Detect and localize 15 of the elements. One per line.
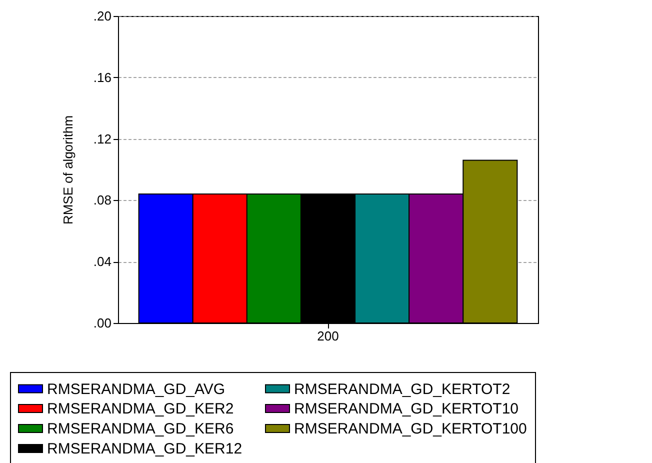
y-tick-label: .08 — [93, 192, 112, 208]
y-tick-label: .04 — [93, 254, 112, 270]
legend-label: RMSERANDMA_GD_AVG — [47, 380, 226, 398]
legend-label: RMSERANDMA_GD_KER12 — [47, 440, 242, 458]
y-tick-label: .20 — [93, 8, 112, 24]
legend-label: RMSERANDMA_GD_KERTOT10 — [294, 400, 519, 418]
x-tick-label: 200 — [317, 328, 339, 344]
y-tick-label: .16 — [93, 70, 112, 85]
legend-label: RMSERANDMA_GD_KERTOT100 — [294, 420, 527, 438]
y-tick-label: .12 — [93, 131, 112, 146]
legend-label: RMSERANDMA_GD_KERTOT2 — [294, 380, 510, 398]
legend-label: RMSERANDMA_GD_KER6 — [47, 420, 234, 438]
legend-label: RMSERANDMA_GD_KER2 — [47, 400, 234, 418]
y-axis-title: RMSE of algorithm — [60, 115, 76, 225]
y-tick-label: .00 — [93, 316, 112, 330]
